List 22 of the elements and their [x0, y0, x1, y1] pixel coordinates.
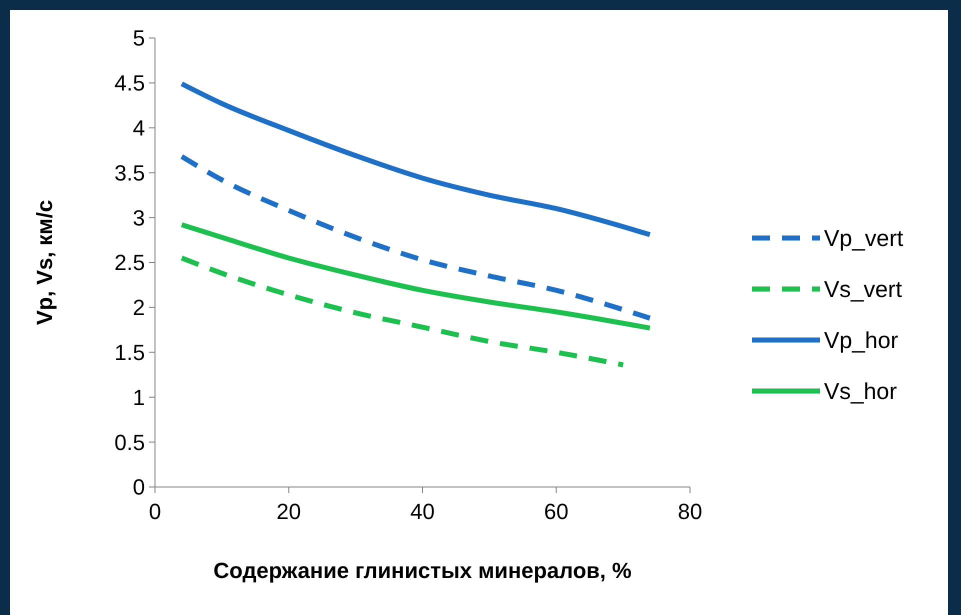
legend-label: Vs_hor [824, 378, 898, 404]
y-axis-title: Vp, Vs, км/с [32, 200, 57, 326]
legend-label: Vp_hor [824, 327, 899, 354]
y-tick-label: 5 [132, 26, 145, 51]
y-tick-label: 1.5 [114, 340, 145, 365]
y-tick-label: 0.5 [114, 430, 145, 455]
x-tick-label: 60 [544, 499, 568, 524]
y-tick-label: 1 [132, 384, 145, 410]
x-tick-label: 40 [410, 499, 435, 524]
y-tick-label: 4.5 [114, 70, 145, 96]
x-tick-label: 80 [678, 499, 702, 524]
y-tick-label: 0 [132, 474, 145, 500]
x-tick-label: 0 [148, 499, 162, 524]
y-tick-label: 2 [132, 295, 145, 320]
y-tick-label: 4 [132, 116, 145, 140]
y-tick-label: 3.5 [114, 160, 145, 186]
legend-label: Vs_vert [824, 276, 903, 302]
legend-label: Vp_vert [824, 225, 904, 252]
y-tick-label: 2.5 [114, 250, 145, 276]
y-tick-label: 3 [132, 205, 145, 230]
x-tick-label: 20 [276, 499, 301, 524]
x-axis-title: Содержание глинистых минералов, % [213, 558, 632, 583]
